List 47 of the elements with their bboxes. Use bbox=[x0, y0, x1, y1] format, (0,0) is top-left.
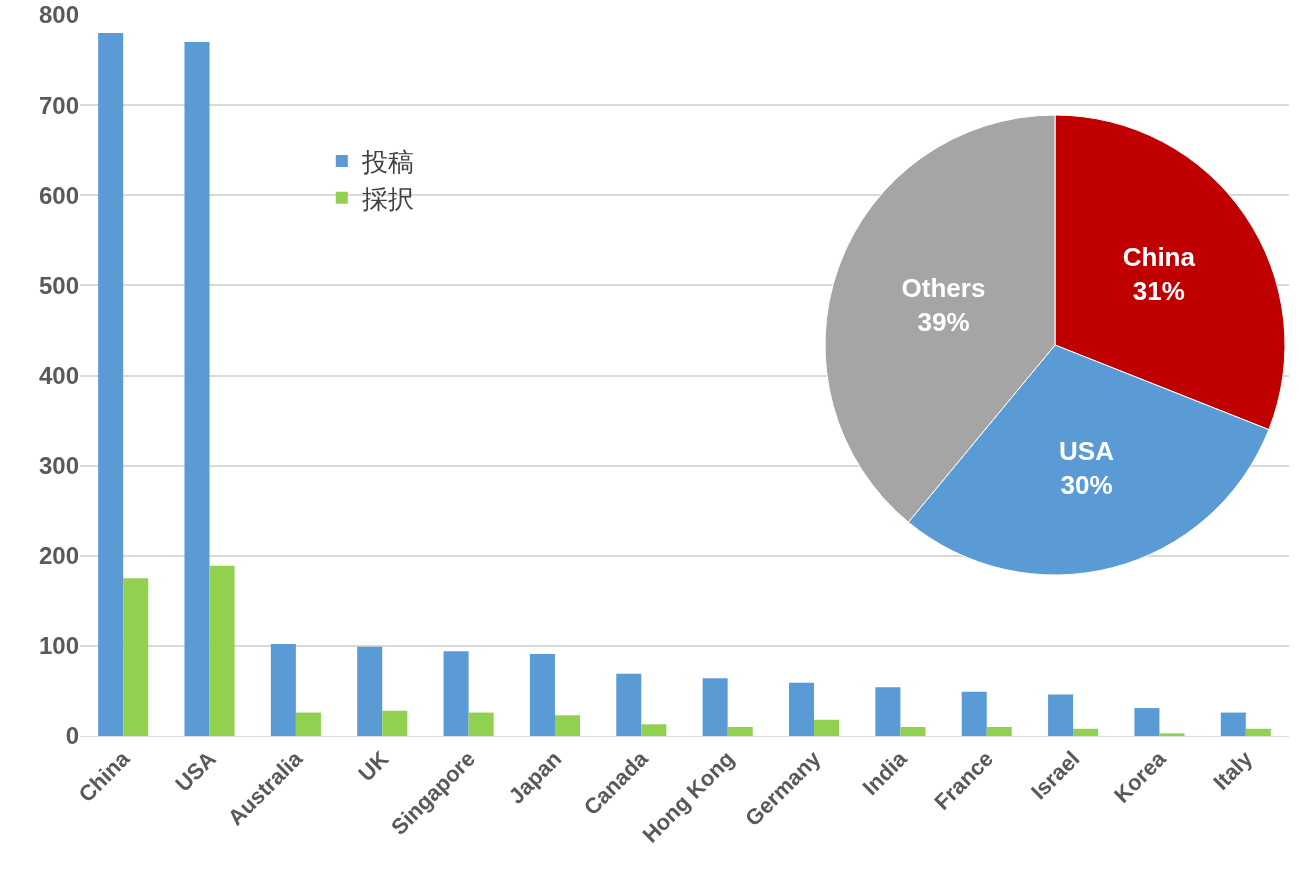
bar bbox=[702, 678, 728, 736]
bar bbox=[616, 673, 642, 736]
bar bbox=[443, 651, 469, 736]
data-label: 39% bbox=[917, 306, 970, 337]
bar bbox=[98, 33, 124, 736]
bar bbox=[1245, 728, 1271, 736]
y-tick-label: 300 bbox=[38, 452, 79, 480]
data-label: 30% bbox=[1060, 470, 1113, 501]
bar bbox=[382, 710, 408, 736]
y-tick-label: 800 bbox=[38, 1, 79, 29]
y-tick-label: 0 bbox=[65, 722, 79, 750]
bar bbox=[529, 653, 555, 736]
y-tick-label: 500 bbox=[38, 271, 79, 299]
bar bbox=[961, 691, 987, 736]
slice-label: China bbox=[1122, 242, 1196, 273]
slice-label: Others bbox=[901, 272, 986, 303]
bar bbox=[986, 726, 1012, 736]
bar bbox=[1159, 733, 1185, 736]
y-tick-label: 200 bbox=[38, 542, 79, 570]
x-tick-label: USA bbox=[170, 745, 221, 797]
bar bbox=[184, 42, 210, 736]
bar bbox=[788, 682, 815, 736]
bar bbox=[1220, 712, 1246, 736]
bar bbox=[1134, 708, 1160, 736]
bar bbox=[468, 712, 494, 736]
y-tick-label: 100 bbox=[38, 632, 79, 660]
bar bbox=[357, 646, 383, 736]
bar bbox=[209, 565, 235, 736]
legend-label: 投稿 bbox=[360, 147, 414, 178]
bar bbox=[123, 578, 149, 736]
bar bbox=[1048, 694, 1074, 736]
bar bbox=[814, 719, 840, 736]
y-tick-label: 600 bbox=[38, 181, 79, 209]
y-tick-label: 400 bbox=[38, 361, 79, 389]
bar bbox=[727, 726, 753, 736]
data-label: 31% bbox=[1132, 276, 1185, 307]
bar bbox=[554, 715, 581, 736]
slice-label: USA bbox=[1059, 436, 1115, 467]
bar bbox=[875, 687, 901, 736]
bar bbox=[295, 712, 321, 736]
bar bbox=[270, 644, 296, 736]
bar bbox=[900, 726, 926, 736]
bar bbox=[641, 724, 667, 736]
y-tick-label: 700 bbox=[38, 91, 79, 119]
legend-label: 採択 bbox=[361, 183, 414, 214]
bar bbox=[1073, 728, 1099, 736]
x-tick-label: UK bbox=[353, 745, 394, 787]
